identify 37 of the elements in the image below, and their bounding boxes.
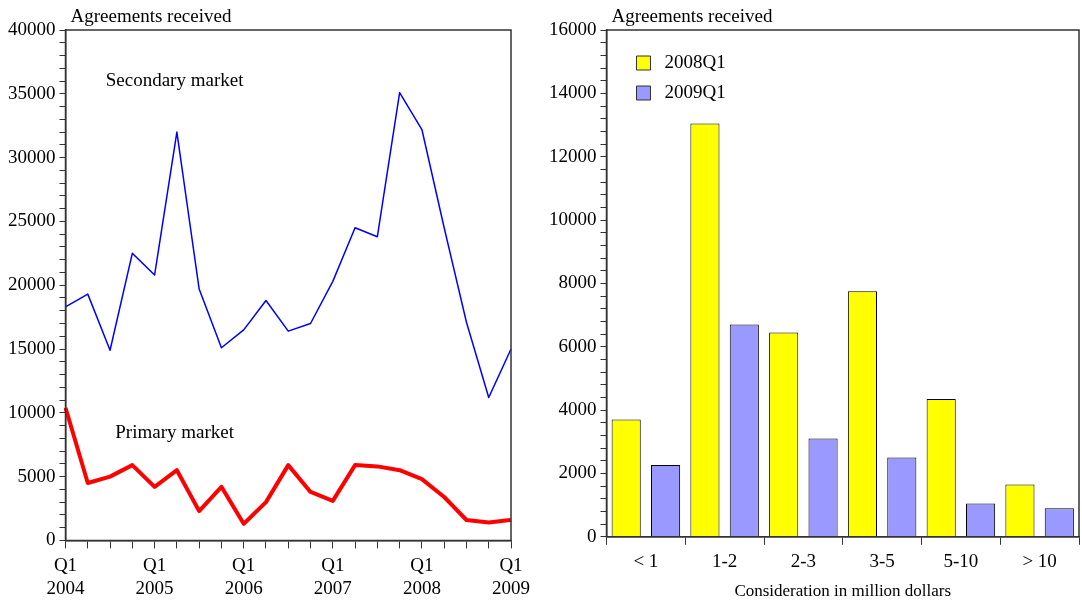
legend-label: 2009Q1 xyxy=(664,80,726,102)
x-tick-label: 2-3 xyxy=(790,550,817,572)
x-tick-label: Q1 2004 xyxy=(46,553,85,598)
y-tick-label: 12000 xyxy=(549,144,597,166)
chart-title: Agreements received xyxy=(611,5,773,27)
y-tick-label: 6000 xyxy=(558,334,597,356)
y-tick-label: 8000 xyxy=(558,271,597,293)
x-tick-label: Q1 2005 xyxy=(135,553,174,598)
y-tick-label: 10000 xyxy=(8,400,56,422)
x-tick-label: < 1 xyxy=(633,550,659,572)
y-tick-label: 20000 xyxy=(8,273,56,295)
y-tick-label: 35000 xyxy=(8,81,56,103)
x-tick-label: Q1 2007 xyxy=(313,553,352,598)
y-tick-label: 30000 xyxy=(8,145,56,167)
y-tick-label: 16000 xyxy=(549,17,597,39)
y-tick-label: 0 xyxy=(46,528,56,550)
y-tick-label: 5000 xyxy=(17,464,56,486)
y-tick-label: 25000 xyxy=(8,209,56,231)
y-tick-label: 2000 xyxy=(558,461,597,483)
y-tick-label: 14000 xyxy=(549,81,597,103)
y-tick-label: 0 xyxy=(587,524,597,546)
y-tick-label: 4000 xyxy=(558,398,597,420)
x-axis-title: Consideration in million dollars xyxy=(734,581,952,601)
x-tick-label: Q1 2009 xyxy=(492,553,530,598)
series-label: Primary market xyxy=(115,421,235,443)
y-tick-label: 15000 xyxy=(8,336,56,358)
text: Secondary market xyxy=(105,69,245,91)
x-tick-label: Q1 2006 xyxy=(224,553,263,598)
legend-label: 2008Q1 xyxy=(664,50,726,72)
y-tick-label: 40000 xyxy=(8,17,56,39)
x-tick-label: 3-5 xyxy=(869,550,895,572)
x-tick-label: > 10 xyxy=(1022,550,1057,572)
x-tick-label: 1-2 xyxy=(711,550,738,572)
chart-title: Agreements received xyxy=(70,5,232,27)
x-tick-label: Q1 2008 xyxy=(402,553,441,598)
y-tick-label: 10000 xyxy=(549,208,597,230)
x-tick-label: 5-10 xyxy=(943,550,979,572)
